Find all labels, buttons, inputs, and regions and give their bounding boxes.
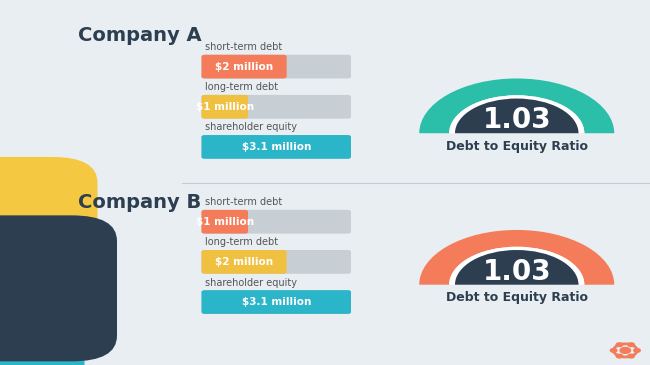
FancyBboxPatch shape <box>202 250 287 274</box>
Text: $1 million: $1 million <box>196 217 254 227</box>
FancyBboxPatch shape <box>202 95 351 119</box>
Text: short-term debt: short-term debt <box>205 197 282 207</box>
Text: 1.03: 1.03 <box>482 106 551 134</box>
FancyBboxPatch shape <box>0 215 117 361</box>
Text: $2 million: $2 million <box>215 257 273 267</box>
FancyBboxPatch shape <box>202 290 351 314</box>
Circle shape <box>610 349 617 352</box>
Circle shape <box>616 354 623 358</box>
Text: short-term debt: short-term debt <box>205 42 282 52</box>
Wedge shape <box>419 230 614 285</box>
FancyBboxPatch shape <box>0 277 84 365</box>
Wedge shape <box>449 247 584 285</box>
Text: $3.1 million: $3.1 million <box>242 297 311 307</box>
FancyBboxPatch shape <box>202 135 351 159</box>
Wedge shape <box>455 99 578 133</box>
Text: Debt to Equity Ratio: Debt to Equity Ratio <box>446 291 588 304</box>
FancyBboxPatch shape <box>202 210 248 234</box>
Circle shape <box>628 343 634 346</box>
Wedge shape <box>419 78 614 133</box>
Circle shape <box>616 343 623 346</box>
Text: $1 million: $1 million <box>196 102 254 112</box>
FancyBboxPatch shape <box>202 135 351 159</box>
Text: 1.03: 1.03 <box>482 258 551 285</box>
Circle shape <box>634 349 640 352</box>
Text: Company A: Company A <box>78 26 202 45</box>
Circle shape <box>620 347 630 353</box>
Text: Company B: Company B <box>78 193 202 212</box>
Text: $2 million: $2 million <box>215 62 273 72</box>
Circle shape <box>628 354 634 358</box>
FancyBboxPatch shape <box>202 210 351 234</box>
Text: shareholder equity: shareholder equity <box>205 278 297 288</box>
FancyBboxPatch shape <box>202 95 248 119</box>
FancyBboxPatch shape <box>202 250 351 274</box>
Wedge shape <box>455 250 578 285</box>
Text: shareholder equity: shareholder equity <box>205 123 297 132</box>
FancyBboxPatch shape <box>0 157 98 288</box>
Text: long-term debt: long-term debt <box>205 238 278 247</box>
FancyBboxPatch shape <box>202 55 351 78</box>
Text: long-term debt: long-term debt <box>205 82 278 92</box>
FancyBboxPatch shape <box>202 290 351 314</box>
FancyBboxPatch shape <box>202 55 287 78</box>
Wedge shape <box>449 95 584 133</box>
Text: Debt to Equity Ratio: Debt to Equity Ratio <box>446 140 588 153</box>
Text: $3.1 million: $3.1 million <box>242 142 311 152</box>
